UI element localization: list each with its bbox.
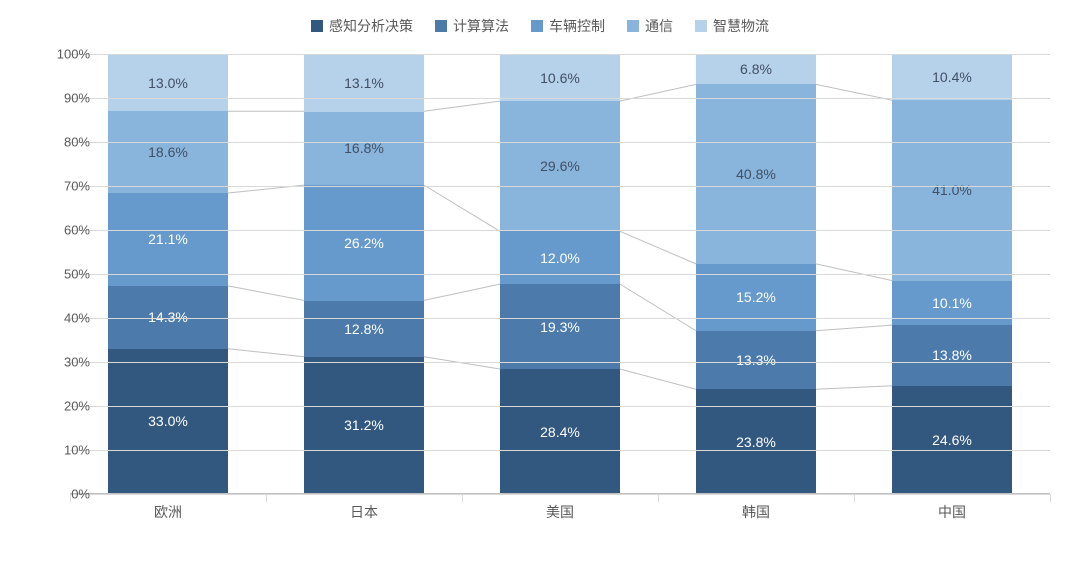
gridline <box>70 142 1050 143</box>
x-divider <box>1050 494 1051 502</box>
bar-segment: 10.6% <box>500 54 620 101</box>
legend-label: 计算算法 <box>453 16 509 36</box>
y-tick-label: 70% <box>40 179 90 194</box>
gridline <box>70 54 1050 55</box>
legend-swatch <box>627 20 639 32</box>
x-tick-label: 中国 <box>938 502 966 522</box>
y-tick-label: 100% <box>40 47 90 62</box>
y-tick-label: 10% <box>40 443 90 458</box>
gridline <box>70 98 1050 99</box>
bar-segment: 13.0% <box>108 54 228 111</box>
legend-label: 智慧物流 <box>713 16 769 36</box>
y-tick-label: 30% <box>40 355 90 370</box>
gridline <box>70 230 1050 231</box>
bar-segment: 24.6% <box>892 386 1012 494</box>
plot-area: 33.0%14.3%21.1%18.6%13.0%欧洲31.2%12.8%26.… <box>70 54 1050 494</box>
legend-label: 感知分析决策 <box>329 16 413 36</box>
legend-item: 通信 <box>627 16 673 36</box>
x-divider <box>462 494 463 502</box>
x-tick-label: 美国 <box>546 502 574 522</box>
y-tick-label: 20% <box>40 399 90 414</box>
x-divider <box>266 494 267 502</box>
bar-segment: 23.8% <box>696 389 816 494</box>
bar-segment: 13.8% <box>892 325 1012 386</box>
legend-swatch <box>311 20 323 32</box>
legend-label: 通信 <box>645 16 673 36</box>
bar-segment: 28.4% <box>500 369 620 494</box>
bar-segment: 13.3% <box>696 331 816 390</box>
y-tick-label: 40% <box>40 311 90 326</box>
legend: 感知分析决策 计算算法 车辆控制 通信 智慧物流 <box>0 16 1080 36</box>
stacked-bar-chart: 33.0%14.3%21.1%18.6%13.0%欧洲31.2%12.8%26.… <box>70 54 1050 494</box>
x-divider <box>854 494 855 502</box>
bar-segment: 19.3% <box>500 284 620 369</box>
gridline <box>70 362 1050 363</box>
y-tick-label: 50% <box>40 267 90 282</box>
bar-segment: 29.6% <box>500 101 620 231</box>
gridline <box>70 186 1050 187</box>
y-tick-label: 60% <box>40 223 90 238</box>
bar-segment: 26.2% <box>304 185 424 300</box>
legend-item: 感知分析决策 <box>311 16 413 36</box>
bar-segment: 18.6% <box>108 111 228 193</box>
gridline <box>70 274 1050 275</box>
bar-segment: 41.0% <box>892 100 1012 280</box>
bar-segment: 40.8% <box>696 84 816 264</box>
legend-label: 车辆控制 <box>549 16 605 36</box>
x-tick-label: 欧洲 <box>154 502 182 522</box>
bar-segment: 33.0% <box>108 349 228 494</box>
legend-item: 车辆控制 <box>531 16 605 36</box>
bar-segment: 21.1% <box>108 193 228 286</box>
x-tick-label: 日本 <box>350 502 378 522</box>
y-tick-label: 80% <box>40 135 90 150</box>
bar-segment: 6.8% <box>696 54 816 84</box>
gridline <box>70 494 1050 495</box>
gridline <box>70 318 1050 319</box>
bar-segment: 10.4% <box>892 54 1012 100</box>
x-tick-label: 韩国 <box>742 502 770 522</box>
legend-swatch <box>695 20 707 32</box>
x-divider <box>658 494 659 502</box>
legend-swatch <box>531 20 543 32</box>
bar-segment: 16.8% <box>304 112 424 186</box>
bar-segment: 12.8% <box>304 301 424 357</box>
gridline <box>70 406 1050 407</box>
legend-swatch <box>435 20 447 32</box>
y-tick-label: 0% <box>40 487 90 502</box>
bar-segment: 31.2% <box>304 357 424 494</box>
bar-segment: 12.0% <box>500 231 620 284</box>
y-tick-label: 90% <box>40 91 90 106</box>
legend-item: 计算算法 <box>435 16 509 36</box>
gridline <box>70 450 1050 451</box>
bar-segment: 13.1% <box>304 54 424 112</box>
legend-item: 智慧物流 <box>695 16 769 36</box>
